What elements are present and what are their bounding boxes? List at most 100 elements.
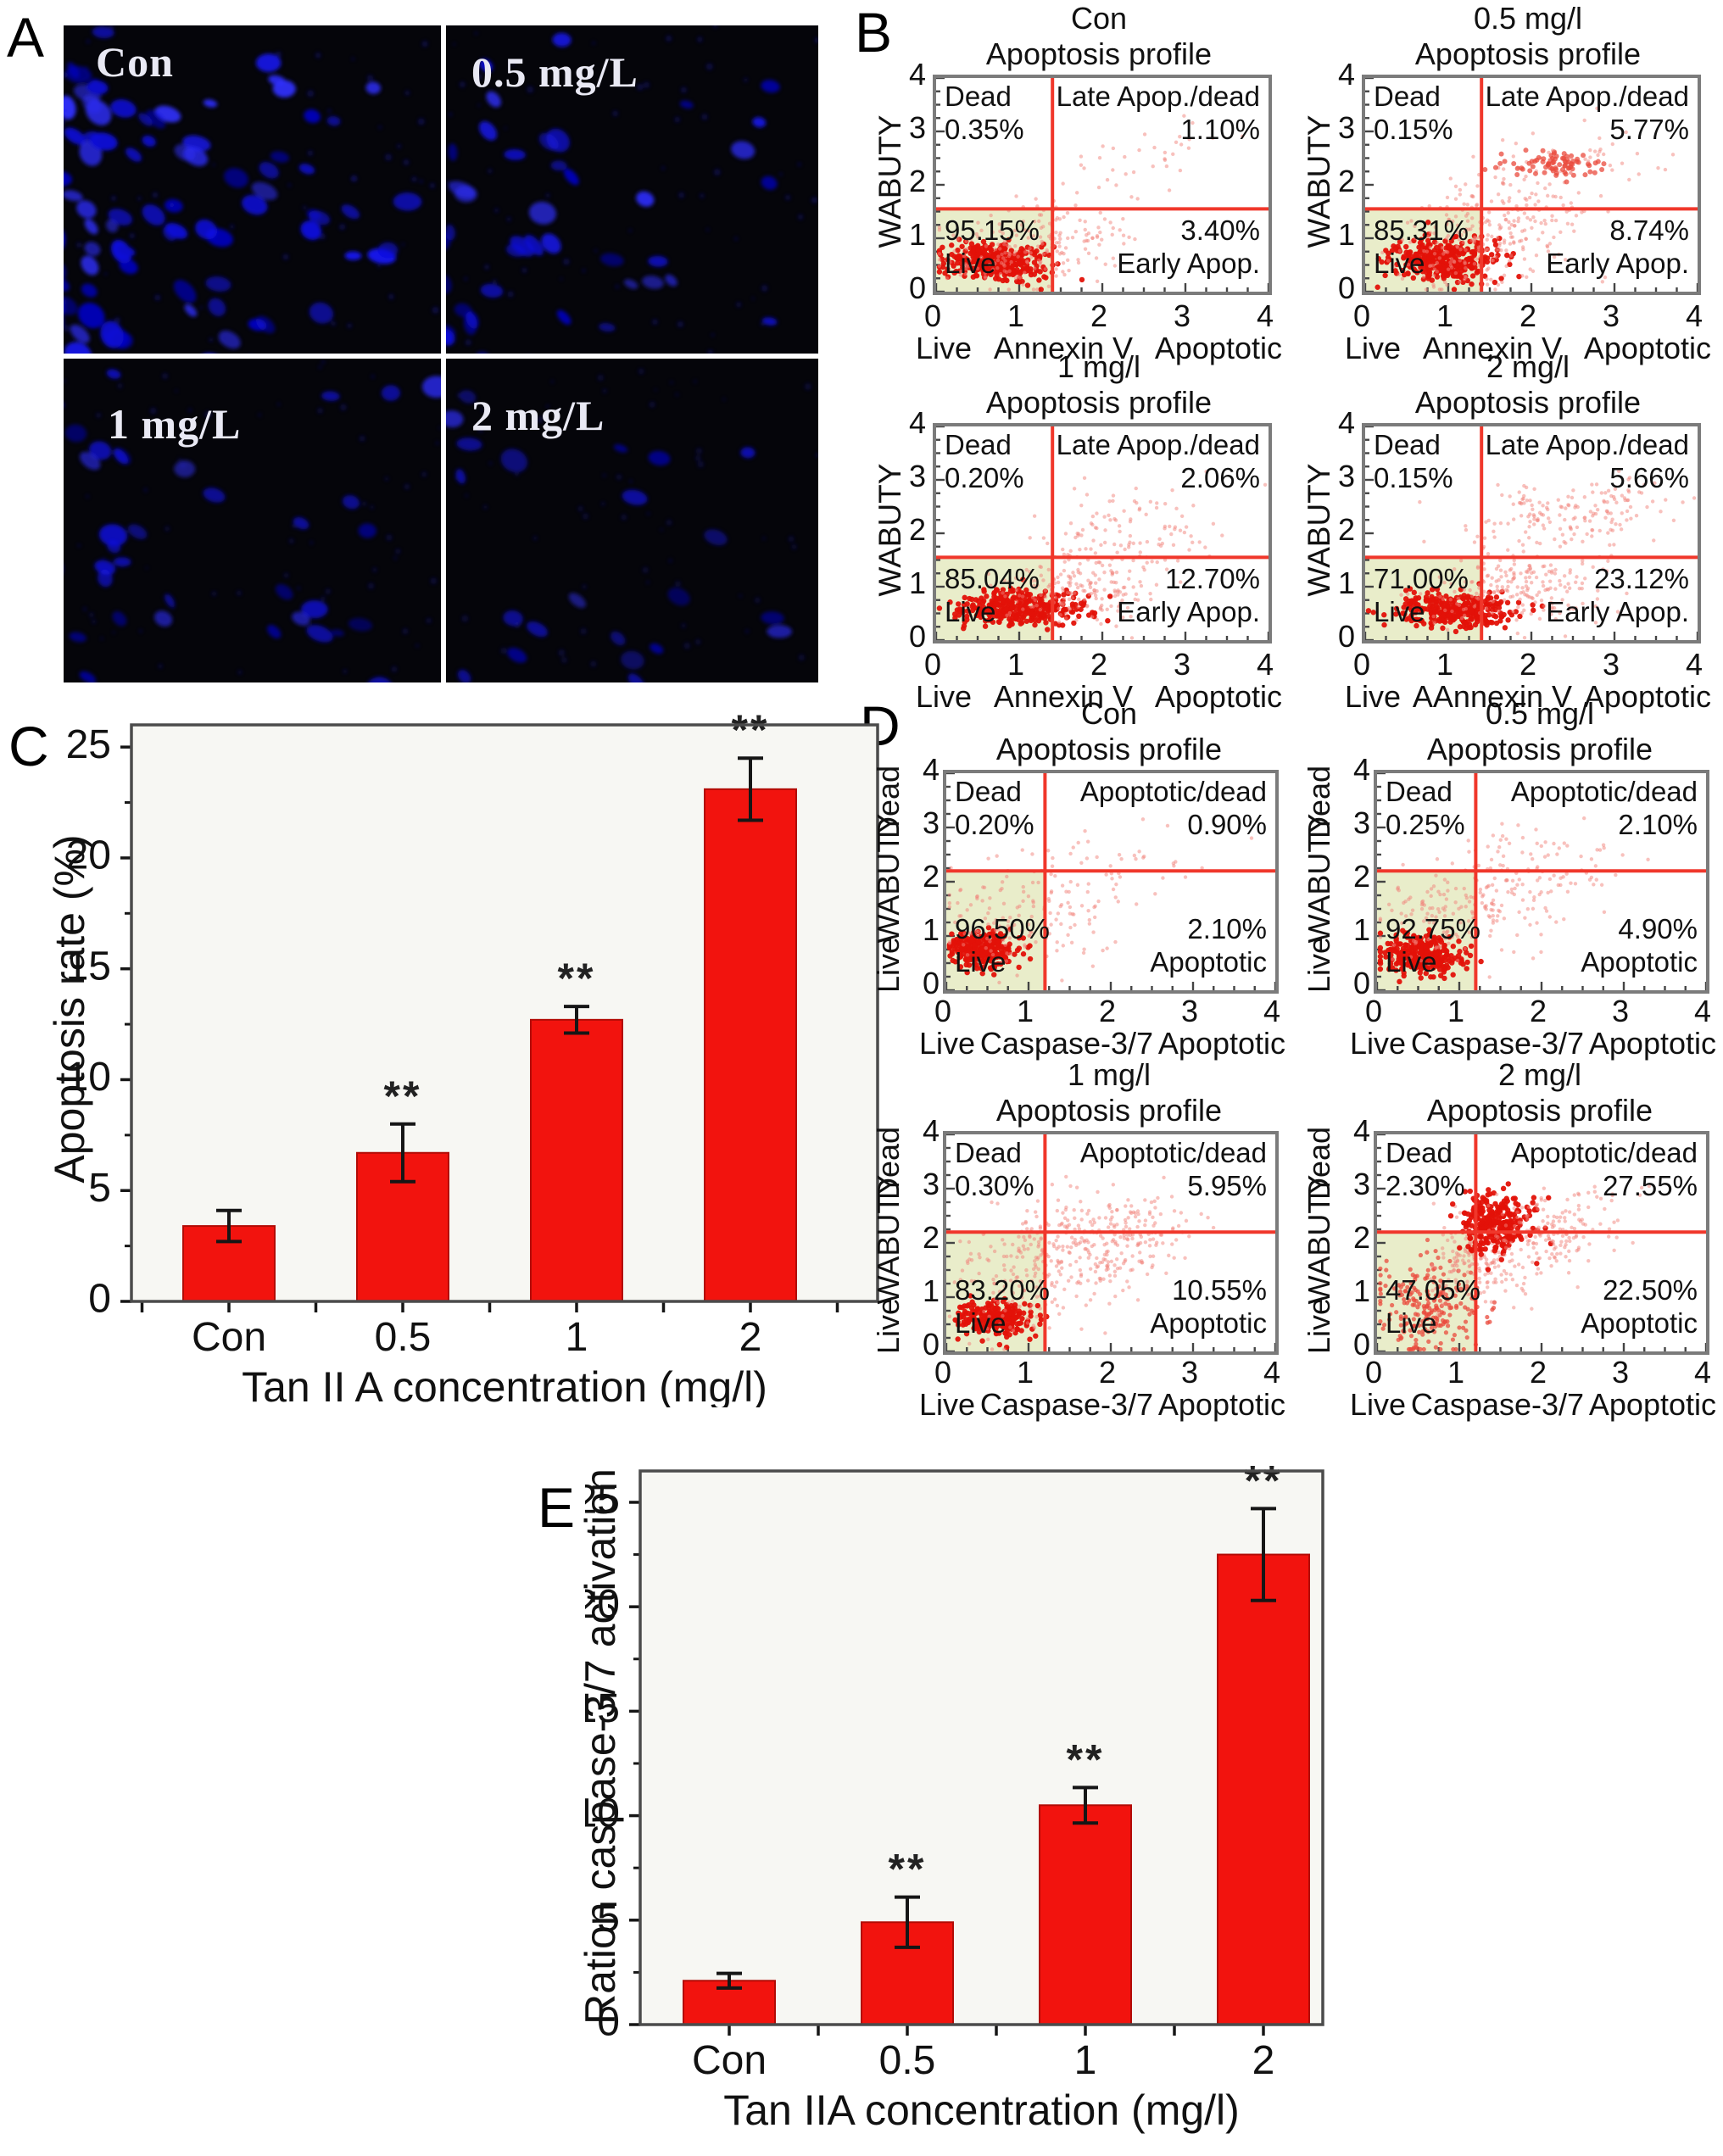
quadrant-live: 85.31% Live bbox=[1374, 214, 1469, 279]
quadrant-dead: Dead 0.20% bbox=[955, 776, 1034, 840]
quadrant-dead: Dead 2.30% bbox=[1386, 1137, 1465, 1201]
quadrant-dead: Dead 0.35% bbox=[945, 81, 1024, 145]
plot-title: 2 mg/l bbox=[1486, 349, 1570, 384]
y-axis-label-wabuty: WABUTY bbox=[871, 813, 906, 944]
x-axis-annotations: Live AAnnexin V Apoptotic bbox=[1345, 679, 1711, 714]
svg-text:Tan II A concentration (mg/l): Tan II A concentration (mg/l) bbox=[242, 1363, 767, 1407]
quadrant-live: 92.75% Live bbox=[1386, 913, 1480, 978]
micrograph-1: 1 mg/L bbox=[64, 359, 441, 682]
plot-subtitle: Apoptosis profile bbox=[985, 36, 1213, 71]
svg-text:2: 2 bbox=[739, 1315, 762, 1360]
micrograph-label: 0.5 mg/L bbox=[471, 48, 638, 96]
flow-plot-caspase-con: Con Apoptosis profile Dead WABUTY Live 4… bbox=[871, 696, 1299, 1061]
plot-frame: Dead 0.20% Apoptotic/dead 0.90% 96.50% Live… bbox=[943, 770, 1279, 994]
flow-plot-caspase-2: 2 mg/l Apoptosis profile Dead WABUTY Liv… bbox=[1302, 1058, 1723, 1423]
svg-text:Con: Con bbox=[192, 1315, 266, 1360]
panel-a-micrographs: Con 0.5 mg/L 1 mg/L 2 mg/L bbox=[64, 25, 818, 682]
x-axis-annotations: Live Annexin V Apoptotic bbox=[1345, 331, 1711, 365]
plot-frame: Dead 0.20% Late Apop./dead 2.06% 85.04% Liv… bbox=[933, 423, 1272, 643]
plot-title: 0.5 mg/l bbox=[1473, 1, 1583, 36]
quadrant-late: Late Apop./dead 5.66% bbox=[1485, 429, 1689, 493]
plot-title: 1 mg/l bbox=[1057, 349, 1141, 384]
flow-plot-caspase-1: 1 mg/l Apoptosis profile Dead WABUTY Liv… bbox=[871, 1058, 1299, 1423]
micrograph-label: 1 mg/L bbox=[108, 400, 242, 448]
plot-subtitle: Apoptosis profile bbox=[1426, 732, 1653, 766]
svg-text:25: 25 bbox=[66, 722, 111, 767]
quadrant-dead: Dead 0.30% bbox=[955, 1137, 1034, 1201]
quadrant-apoptotic-dead: Apoptotic/dead 5.95% bbox=[1079, 1137, 1267, 1201]
quadrant-apoptotic: 10.55% Apoptotic bbox=[1150, 1274, 1267, 1339]
quadrant-apoptotic-dead: Apoptotic/dead 0.90% bbox=[1079, 776, 1267, 840]
y-axis-label-wabuty: WABUTY bbox=[871, 1174, 906, 1305]
x-axis-annotations: Live Caspase-3/7 Apoptotic bbox=[1350, 1387, 1716, 1422]
plot-subtitle: Apoptosis profile bbox=[995, 732, 1223, 766]
y-axis-label-live: Live bbox=[1302, 1297, 1336, 1355]
quadrant-dead: Dead 0.15% bbox=[1374, 429, 1453, 493]
quadrant-early: 3.40% Early Apop. bbox=[1117, 214, 1260, 279]
quadrant-live: 96.50% Live bbox=[955, 913, 1050, 978]
micrograph-2: 2 mg/L bbox=[446, 359, 818, 682]
quadrant-apoptotic: 4.90% Apoptotic bbox=[1581, 913, 1698, 978]
plot-frame: Dead 0.25% Apoptotic/dead 2.10% 92.75% Live… bbox=[1374, 770, 1709, 994]
quadrant-dead: Dead 0.25% bbox=[1386, 776, 1465, 840]
x-axis-annotations: Live Caspase-3/7 Apoptotic bbox=[1350, 1026, 1716, 1061]
x-axis-annotations: Live Annexin V Apoptotic bbox=[916, 331, 1282, 365]
quadrant-live: 47.05% Live bbox=[1386, 1274, 1480, 1339]
micrograph-label: 2 mg/L bbox=[471, 392, 605, 439]
plot-title: Con bbox=[1070, 1, 1128, 36]
svg-text:20: 20 bbox=[66, 833, 111, 878]
quadrant-live: 85.04% Live bbox=[945, 563, 1040, 627]
quadrant-apoptotic: 2.10% Apoptotic bbox=[1150, 913, 1267, 978]
quadrant-dead: Dead 0.15% bbox=[1374, 81, 1453, 145]
svg-text:0: 0 bbox=[88, 1277, 111, 1322]
svg-text:**: ** bbox=[732, 706, 770, 754]
panel-label-b: B bbox=[855, 1, 893, 64]
svg-text:15: 15 bbox=[66, 944, 111, 989]
plot-subtitle: Apoptosis profile bbox=[995, 1093, 1223, 1128]
panel-label-a: A bbox=[7, 6, 45, 69]
plot-subtitle: Apoptosis profile bbox=[1414, 36, 1642, 71]
plot-frame: Dead 0.15% Late Apop./dead 5.66% 71.00% Liv… bbox=[1362, 423, 1701, 643]
panel-label-e: E bbox=[538, 1476, 576, 1539]
micrograph-con: Con bbox=[64, 25, 441, 354]
chart-c-y-axis-label: Apoptosis rate (%) bbox=[46, 834, 93, 1184]
quadrant-apoptotic-dead: Apoptotic/dead 2.10% bbox=[1510, 776, 1698, 840]
plot-title: Con bbox=[1080, 696, 1138, 731]
plot-frame: Dead 0.35% Late Apop./dead 1.10% 95.15% Liv… bbox=[933, 75, 1272, 295]
quadrant-live: 95.15% Live bbox=[945, 214, 1040, 279]
quadrant-early: 12.70% Early Apop. bbox=[1117, 563, 1260, 627]
quadrant-dead: Dead 0.20% bbox=[945, 429, 1024, 493]
y-axis-label-live: Live bbox=[871, 1297, 906, 1355]
quadrant-live: 83.20% Live bbox=[955, 1274, 1050, 1339]
y-axis-label-live: Live bbox=[871, 936, 906, 994]
svg-text:5: 5 bbox=[88, 1166, 111, 1211]
svg-text:1: 1 bbox=[566, 1315, 588, 1360]
quadrant-early: 8.74% Early Apop. bbox=[1546, 214, 1689, 279]
svg-text:**: ** bbox=[384, 1072, 422, 1120]
x-axis-annotations: Live Caspase-3/7 Apoptotic bbox=[919, 1387, 1285, 1422]
quadrant-late: Late Apop./dead 5.77% bbox=[1485, 81, 1689, 145]
plot-frame: Dead 2.30% Apoptotic/dead 27.55% 47.05% Liv… bbox=[1374, 1131, 1709, 1355]
quadrant-early: 23.12% Early Apop. bbox=[1546, 563, 1689, 627]
y-axis-label-live: Live bbox=[1302, 936, 1336, 994]
quadrant-late: Late Apop./dead 2.06% bbox=[1056, 429, 1260, 493]
svg-text:0.5: 0.5 bbox=[375, 1315, 432, 1360]
y-axis-label-wabuty: WABUTY bbox=[1302, 813, 1336, 944]
plot-frame: Dead 0.30% Apoptotic/dead 5.95% 83.20% Live… bbox=[943, 1131, 1279, 1355]
